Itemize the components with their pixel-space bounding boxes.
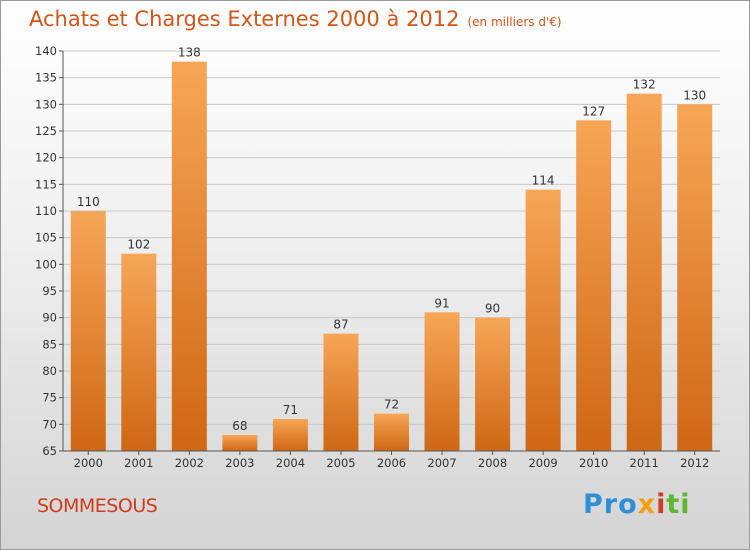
bar-value-label: 127 bbox=[582, 104, 605, 118]
x-tick-label: 2005 bbox=[326, 456, 355, 470]
bar-2001 bbox=[121, 253, 157, 451]
bar-2010 bbox=[576, 120, 612, 451]
bar-2004 bbox=[272, 419, 308, 451]
grid-lines bbox=[63, 50, 720, 452]
x-axis: 2000 2001 2002 2003 2004 2005 2006 2007 2008 2009… bbox=[63, 450, 720, 470]
bar-value-label: 114 bbox=[532, 174, 555, 188]
bar-2012 bbox=[677, 104, 713, 451]
y-tick-label: 75 bbox=[42, 391, 57, 405]
proxiti-logo: Proxiti bbox=[583, 489, 691, 520]
bar-2011 bbox=[626, 93, 662, 452]
y-tick-label: 80 bbox=[42, 364, 57, 378]
x-tick-label: 2006 bbox=[377, 456, 406, 470]
x-tick-label: 2001 bbox=[124, 456, 153, 470]
bar-value-label: 71 bbox=[283, 403, 298, 417]
bar-2007 bbox=[424, 312, 460, 451]
y-tick-label: 115 bbox=[35, 177, 57, 191]
bar-value-label: 87 bbox=[333, 318, 348, 332]
logo-part-3: i bbox=[656, 489, 667, 520]
bar-value-label: 91 bbox=[434, 296, 449, 310]
y-tick-label: 140 bbox=[35, 44, 57, 58]
bar-value-label: 130 bbox=[683, 88, 706, 102]
y-tick-label: 110 bbox=[35, 204, 57, 218]
logo-part-1: Pro bbox=[583, 489, 638, 520]
x-tick-label: 2003 bbox=[225, 456, 254, 470]
y-tick-label: 65 bbox=[42, 444, 57, 458]
x-tick-label: 2010 bbox=[579, 456, 608, 470]
bar-value-label: 132 bbox=[633, 78, 656, 92]
y-axis: 65 70 75 80 85 90 95 100 105 110 115 120 125 130 135 14… bbox=[35, 44, 64, 458]
x-tick-label: 2002 bbox=[175, 456, 204, 470]
bar-value-label: 68 bbox=[232, 419, 247, 433]
city-name: SOMMESOUS bbox=[37, 495, 158, 517]
bar-value-label: 72 bbox=[384, 398, 399, 412]
y-tick-label: 70 bbox=[42, 417, 57, 431]
x-tick-label: 2007 bbox=[427, 456, 456, 470]
x-tick-label: 2011 bbox=[630, 456, 659, 470]
chart-title: Achats et Charges Externes 2000 à 2012 (e… bbox=[29, 7, 562, 31]
bars: 110 102 138 68 71 87 72 91 90 114 127 132 130 bbox=[70, 46, 713, 452]
x-tick-label: 2000 bbox=[74, 456, 103, 470]
y-tick-label: 85 bbox=[42, 337, 57, 351]
bar-2008 bbox=[475, 317, 511, 451]
bar-2003 bbox=[222, 435, 258, 451]
x-tick-label: 2004 bbox=[276, 456, 305, 470]
logo-part-2: x bbox=[637, 489, 657, 520]
x-tick-label: 2009 bbox=[528, 456, 557, 470]
bar-value-label: 90 bbox=[485, 302, 500, 316]
bar-value-label: 138 bbox=[178, 46, 201, 60]
y-tick-label: 130 bbox=[35, 97, 57, 111]
y-tick-label: 120 bbox=[35, 151, 57, 165]
y-tick-label: 135 bbox=[35, 71, 57, 85]
bar-value-label: 102 bbox=[127, 238, 150, 252]
title-text: Achats et Charges Externes 2000 à 2012 bbox=[29, 7, 460, 31]
title-unit: (en milliers d'€) bbox=[467, 15, 562, 29]
bar-2006 bbox=[374, 413, 409, 451]
bar-2005 bbox=[323, 333, 359, 451]
y-tick-label: 105 bbox=[35, 231, 57, 245]
y-tick-label: 100 bbox=[35, 257, 57, 271]
x-tick-label: 2012 bbox=[680, 456, 709, 470]
y-tick-label: 95 bbox=[42, 284, 57, 298]
bar-2009 bbox=[525, 189, 561, 451]
bar-2002 bbox=[171, 61, 207, 452]
bar-value-label: 110 bbox=[77, 195, 100, 209]
bar-2000 bbox=[70, 211, 106, 451]
y-tick-label: 90 bbox=[42, 311, 57, 325]
y-tick-label: 125 bbox=[35, 124, 57, 138]
x-tick-label: 2008 bbox=[478, 456, 507, 470]
logo-part-4: ti bbox=[666, 489, 691, 520]
